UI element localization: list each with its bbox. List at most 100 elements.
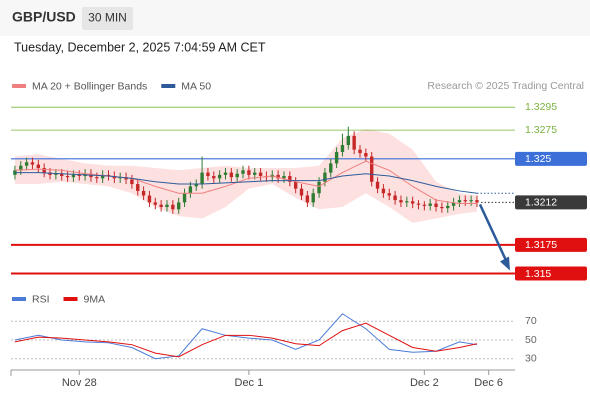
legend-label: MA 50: [181, 80, 211, 92]
ma-line: [14, 160, 477, 205]
candle-body: [475, 200, 479, 203]
candle-body: [364, 153, 368, 157]
candle-body: [241, 170, 245, 174]
candle-body: [451, 202, 456, 206]
level-badge: [515, 195, 587, 210]
candle-body: [212, 176, 216, 179]
level-label: 1.3175: [525, 239, 557, 251]
bollinger-band: [14, 129, 477, 224]
legend-label: RSI: [32, 293, 50, 305]
candle-body: [118, 177, 122, 179]
candle-body: [60, 173, 64, 177]
candle-body: [223, 172, 228, 175]
x-tick-label: Dec 1: [235, 377, 264, 389]
candle-body: [346, 135, 351, 146]
level-label: 1.315: [525, 268, 551, 280]
ma-line: [14, 172, 478, 194]
candle-body: [276, 174, 280, 179]
candle-body: [188, 186, 193, 194]
forecast-arrowhead: [500, 256, 510, 271]
candle-body: [71, 174, 76, 178]
y-tick-label: 70: [525, 315, 537, 327]
candle-body: [469, 200, 473, 202]
candle-body: [329, 163, 333, 173]
level-label: 1.3275: [525, 124, 557, 136]
interval-badge[interactable]: [82, 7, 133, 30]
candle-body: [293, 181, 298, 189]
candle-body: [19, 165, 23, 171]
candle-body: [258, 172, 263, 177]
legend-label: MA 20 + Bollinger Bands: [32, 80, 147, 92]
candle-body: [194, 184, 198, 187]
rsi-line: [14, 322, 478, 358]
level-badge: [515, 151, 587, 166]
candle-body: [446, 205, 450, 209]
level-badge: [515, 237, 587, 252]
candle-body: [340, 145, 345, 152]
candle-body: [48, 172, 52, 175]
candle-body: [305, 195, 310, 203]
candle-body: [30, 162, 35, 165]
legend-label: 9MA: [84, 293, 106, 305]
y-tick-label: 30: [525, 353, 537, 365]
candle-body: [299, 188, 304, 196]
candle-body: [54, 173, 58, 175]
candle-body: [253, 172, 257, 175]
candle-body: [463, 200, 467, 202]
candle-body: [428, 203, 432, 206]
candle-body: [399, 200, 403, 203]
candle-body: [176, 202, 181, 210]
credit: Research © 2025 Trading Central: [427, 80, 584, 92]
rsi-line: [14, 313, 478, 360]
candle-body: [387, 193, 391, 196]
candle-body: [416, 203, 421, 205]
candle-body: [106, 174, 111, 177]
candle-body: [159, 204, 163, 207]
candle-body: [147, 195, 152, 203]
x-tick-label: Nov 28: [62, 377, 97, 389]
candle-body: [323, 172, 327, 182]
symbol: GBP/USD: [12, 9, 76, 25]
candle-body: [440, 207, 444, 209]
candle-body: [235, 173, 239, 178]
candle-body: [200, 172, 204, 185]
level-badge: [515, 266, 587, 281]
y-tick-label: 50: [525, 334, 537, 346]
legend-swatch: [12, 84, 26, 88]
candle-body: [77, 174, 81, 177]
candle-body: [334, 151, 339, 164]
candle-body: [153, 202, 157, 205]
candle-body: [95, 177, 99, 179]
candle-body: [410, 201, 415, 204]
legend-swatch: [161, 84, 176, 88]
candle-body: [42, 168, 46, 173]
interval[interactable]: 30 MIN: [88, 11, 127, 25]
legend-swatch: [12, 297, 26, 301]
candle-body: [112, 176, 117, 179]
candle-body: [352, 135, 356, 150]
candle-body: [124, 177, 128, 180]
timestamp: Tuesday, December 2, 2025 7:04:59 AM CET: [14, 40, 266, 54]
candle-body: [375, 181, 380, 189]
level-label: 1.3212: [525, 197, 557, 209]
candle-body: [405, 201, 409, 203]
candle-body: [358, 149, 362, 154]
candle-body: [171, 204, 175, 210]
candle-body: [288, 176, 292, 182]
candle-body: [141, 190, 146, 196]
candle-body: [422, 204, 427, 206]
candle-body: [434, 203, 438, 207]
legend-swatch: [63, 297, 78, 301]
candle-body: [282, 176, 286, 179]
candle-body: [317, 181, 321, 194]
candle-body: [311, 193, 315, 203]
candle-body: [393, 195, 397, 201]
x-tick-label: Dec 2: [410, 377, 439, 389]
candle-body: [136, 184, 140, 191]
candle-body: [457, 200, 462, 203]
candle-body: [100, 174, 105, 179]
x-tick-label: Dec 6: [474, 377, 503, 389]
candle-body: [130, 179, 134, 185]
candle-body: [36, 164, 41, 168]
candle-body: [65, 176, 70, 178]
